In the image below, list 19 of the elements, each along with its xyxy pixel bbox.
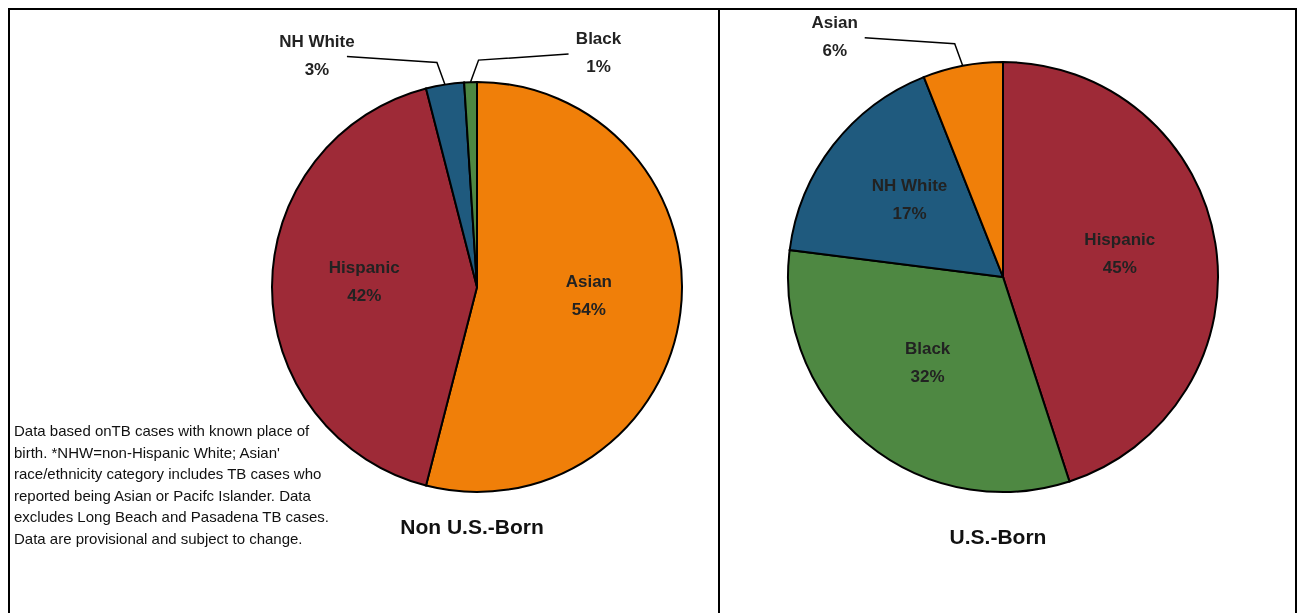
slice-label: Black — [575, 29, 622, 49]
data-label: 32% — [910, 367, 945, 387]
slice-label: Hispanic — [328, 258, 400, 277]
text: Non U.S.-Born — [400, 515, 544, 538]
slice-label: NH White — [279, 31, 355, 51]
data-label: 42% — [347, 286, 382, 305]
text: U.S.-Born — [948, 525, 1048, 549]
data-label: 3% — [304, 59, 330, 79]
data-label: 6% — [822, 40, 847, 60]
data-label: 54% — [571, 300, 606, 320]
slice-label: Asian — [811, 12, 858, 32]
slice-label: Hispanic — [1084, 229, 1156, 249]
data-label: 17% — [892, 203, 927, 223]
text: Data based onTB cases with known place of birth. *NHW=non-Hispanic White; Asian' race/ethnicity category includes TB cases who reported being Asian or Pacifc Islander. Data excludes Long Beach and Pasadena TB cases. Data are provisional and subject to change. — [14, 421, 329, 549]
slice-label: Asian — [565, 272, 613, 292]
slice-label: Black — [904, 339, 951, 359]
data-label: 1% — [586, 57, 611, 77]
data-label: 45% — [1102, 257, 1137, 277]
slice-label: NH White — [871, 175, 948, 195]
